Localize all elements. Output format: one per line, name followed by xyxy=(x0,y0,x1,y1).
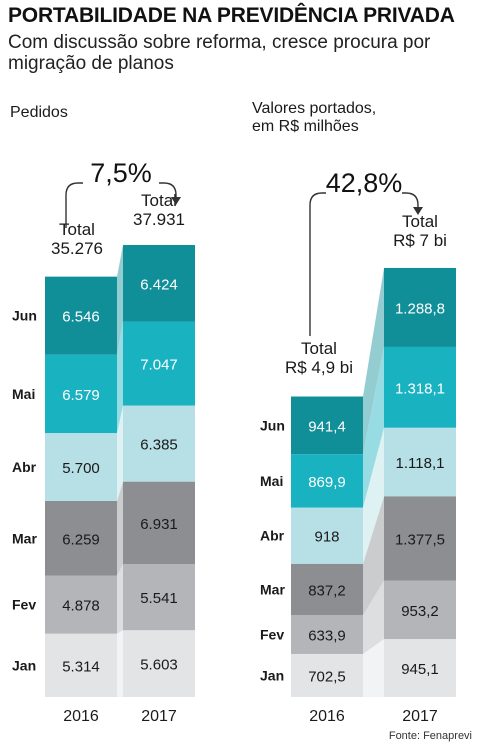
bar-jun-2016 xyxy=(291,396,363,455)
bar-abr-2017 xyxy=(123,405,195,482)
month-label: Abr xyxy=(260,528,285,544)
bar-mar-2017 xyxy=(123,481,195,565)
data-label: 869,9 xyxy=(308,474,346,491)
bar-mai-2016 xyxy=(291,454,363,508)
bar-fev-2016 xyxy=(45,575,117,634)
month-label: Jun xyxy=(260,417,285,433)
bar-mai-2017 xyxy=(123,321,195,406)
bar-mar-2017 xyxy=(384,496,456,581)
ribbon-fev-1 xyxy=(363,580,384,654)
data-label: 6.546 xyxy=(62,309,100,326)
total-label: Total 35.276 xyxy=(51,220,103,258)
data-label: 918 xyxy=(314,529,339,546)
data-label: 941,4 xyxy=(308,418,346,435)
ribbon-mai-1 xyxy=(363,346,384,508)
growth-label-bg xyxy=(83,159,159,189)
data-label: 953,2 xyxy=(401,603,439,620)
bar-fev-2016 xyxy=(291,615,363,654)
total-label: Total 37.931 xyxy=(133,191,185,229)
month-label: Mar xyxy=(260,581,285,597)
ribbon-mar-1 xyxy=(363,496,384,616)
data-label: 6.931 xyxy=(140,516,178,533)
data-label: 6.579 xyxy=(62,387,100,404)
page-subtitle: Com discussão sobre reforma, cresce proc… xyxy=(8,32,431,74)
panel-title: Valores portados, em R$ milhões xyxy=(252,100,376,135)
data-label: 945,1 xyxy=(401,661,439,678)
data-label: 1.318,1 xyxy=(395,380,445,397)
year-label: 2017 xyxy=(141,708,177,725)
month-label: Mai xyxy=(260,473,283,489)
month-label: Mar xyxy=(12,530,37,546)
bar-mar-2016 xyxy=(291,563,363,616)
bar-jan-2016 xyxy=(45,633,117,697)
ribbon-mar-0 xyxy=(117,481,123,576)
source-note: Fonte: Fenaprevi xyxy=(388,730,472,742)
bar-jan-2017 xyxy=(384,639,456,697)
month-label: Jan xyxy=(12,657,36,673)
ribbon-jun-1 xyxy=(363,267,384,455)
data-label: 5.314 xyxy=(62,658,100,675)
month-label: Jan xyxy=(260,667,284,683)
growth-label: 7,5% xyxy=(90,158,152,188)
bar-mai-2016 xyxy=(45,354,117,434)
bar-fev-2017 xyxy=(123,564,195,631)
total-label: Total R$ 7 bi xyxy=(393,212,447,250)
data-label: 5.603 xyxy=(140,657,178,674)
ribbon-jun-0 xyxy=(117,245,123,355)
bar-mai-2017 xyxy=(384,346,456,428)
data-label: 7.047 xyxy=(140,357,178,374)
growth-label: 42,8% xyxy=(326,168,403,198)
growth-arrowhead xyxy=(171,197,181,205)
ribbon-fev-0 xyxy=(117,564,123,634)
data-label: 6.259 xyxy=(62,531,100,548)
year-label: 2016 xyxy=(309,708,345,725)
month-label: Abr xyxy=(12,459,37,475)
bar-abr-2016 xyxy=(291,507,363,564)
data-label: 6.385 xyxy=(140,437,178,454)
panel-title: Pedidos xyxy=(10,104,68,121)
page-title: PORTABILIDADE NA PREVIDÊNCIA PRIVADA xyxy=(8,4,455,27)
data-label: 1.288,8 xyxy=(395,300,445,317)
data-label: 5.700 xyxy=(62,460,100,477)
month-label: Mai xyxy=(12,386,35,402)
bar-jan-2017 xyxy=(123,630,195,697)
bar-abr-2016 xyxy=(45,433,117,501)
data-label: 4.878 xyxy=(62,598,100,615)
ribbon-mai-0 xyxy=(117,321,123,434)
ribbon-abr-1 xyxy=(363,427,384,564)
bar-mar-2016 xyxy=(45,500,117,576)
bar-fev-2017 xyxy=(384,580,456,640)
bar-jun-2016 xyxy=(45,276,117,355)
month-label: Fev xyxy=(260,627,284,643)
data-label: 6.424 xyxy=(140,276,178,293)
year-label: 2016 xyxy=(63,708,99,725)
ribbon-abr-0 xyxy=(117,405,123,501)
bar-jun-2017 xyxy=(123,245,195,322)
data-label: 1.118,1 xyxy=(396,455,445,472)
bar-abr-2017 xyxy=(384,427,456,497)
data-label: 1.377,5 xyxy=(395,531,445,548)
year-label: 2017 xyxy=(402,708,438,725)
bar-jan-2016 xyxy=(291,653,363,697)
month-label: Fev xyxy=(12,597,36,613)
growth-label-bg xyxy=(326,169,402,199)
month-label: Jun xyxy=(12,308,37,324)
data-label: 702,5 xyxy=(308,668,346,685)
ribbon-jan-1 xyxy=(363,639,384,697)
data-label: 5.541 xyxy=(140,590,178,607)
ribbon-jan-0 xyxy=(117,630,123,697)
growth-arrowhead xyxy=(413,207,423,215)
data-label: 837,2 xyxy=(308,582,346,599)
data-label: 633,9 xyxy=(308,628,346,645)
total-label: Total R$ 4,9 bi xyxy=(285,339,353,377)
bar-jun-2017 xyxy=(384,267,456,347)
